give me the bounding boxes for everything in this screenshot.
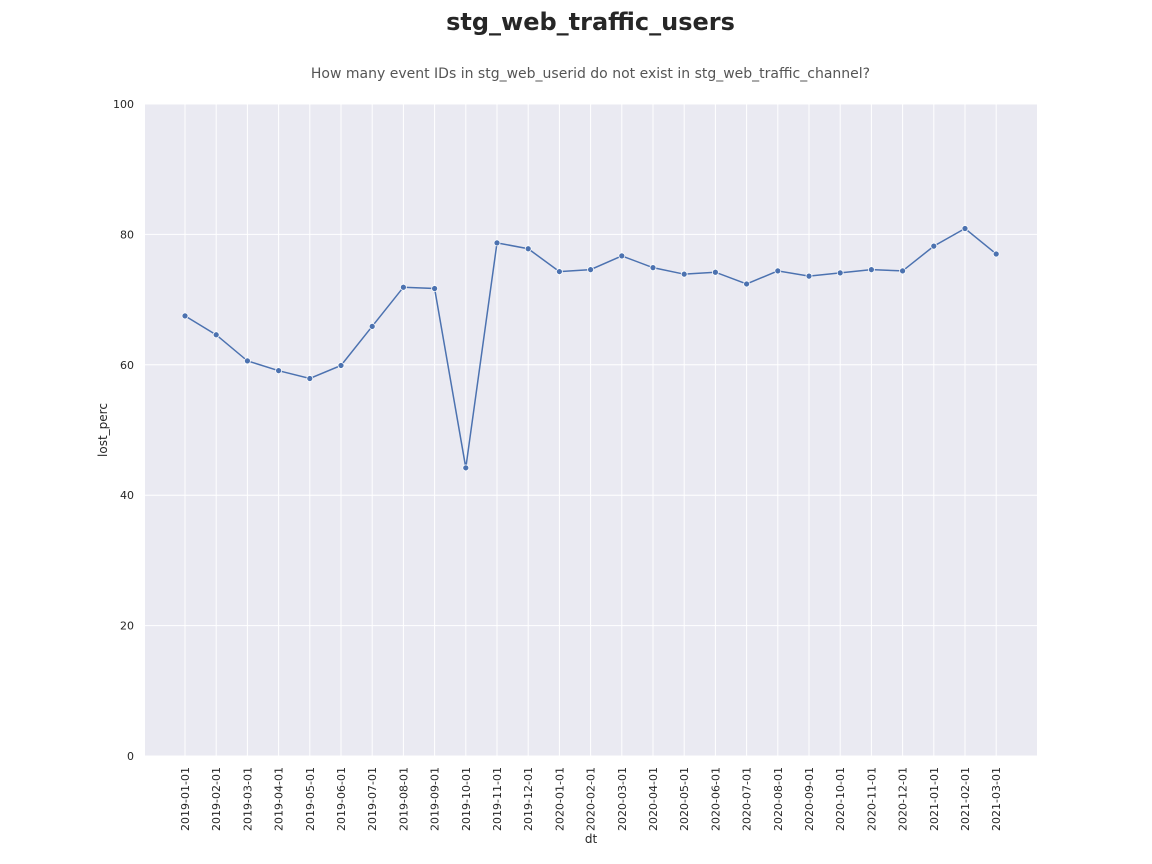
y-tick-label: 20 — [120, 620, 134, 633]
data-point — [743, 280, 750, 288]
data-point — [992, 250, 1000, 258]
data-point — [836, 269, 844, 277]
x-tick-label: 2019-12-01 — [522, 767, 535, 831]
data-point — [930, 242, 938, 250]
data-point — [181, 312, 189, 320]
chart-subtitle: How many event IDs in stg_web_userid do … — [310, 66, 871, 82]
x-tick-label: 2020-07-01 — [741, 767, 754, 831]
data-point — [306, 375, 314, 382]
x-axis-ticks: 2019-01-01 2019-02-01 2019-03-01 2019-04-01… — [179, 767, 1003, 831]
y-tick-label: 60 — [120, 359, 134, 372]
x-tick-label: 2021-02-01 — [959, 767, 972, 831]
x-tick-label: 2020-11-01 — [865, 767, 878, 831]
x-tick-label: 2019-04-01 — [273, 767, 286, 831]
x-tick-label: 2019-07-01 — [366, 767, 379, 831]
data-point — [400, 283, 407, 291]
x-axis-label: dt — [585, 832, 598, 846]
x-tick-label: 2019-01-01 — [179, 767, 192, 831]
x-tick-label: 2020-12-01 — [897, 767, 910, 831]
x-tick-label: 2019-09-01 — [429, 767, 442, 831]
data-point — [712, 268, 719, 276]
data-point — [587, 266, 594, 273]
x-tick-label: 2019-06-01 — [335, 767, 348, 831]
x-tick-label: 2019-03-01 — [241, 767, 254, 831]
x-tick-label: 2019-10-01 — [460, 767, 473, 831]
x-tick-label: 2020-06-01 — [709, 767, 722, 831]
x-tick-label: 2020-03-01 — [616, 767, 629, 831]
data-point — [618, 252, 626, 260]
x-tick-label: 2019-08-01 — [397, 767, 410, 831]
x-tick-label: 2019-11-01 — [491, 767, 504, 831]
y-tick-label: 40 — [120, 489, 134, 502]
data-point — [680, 270, 688, 278]
y-tick-label: 100 — [113, 98, 134, 111]
x-tick-label: 2019-05-01 — [304, 767, 317, 831]
data-point — [337, 362, 345, 369]
data-point — [899, 267, 906, 275]
data-point — [556, 268, 563, 275]
data-point — [805, 272, 813, 280]
data-point — [431, 285, 438, 292]
data-point — [493, 239, 501, 247]
x-tick-label: 2019-02-01 — [210, 767, 223, 831]
chart-title: stg_web_traffic_users — [446, 8, 735, 36]
x-tick-label: 2020-09-01 — [803, 767, 816, 831]
x-tick-label: 2020-04-01 — [647, 767, 660, 831]
y-tick-label: 0 — [127, 750, 134, 763]
data-point — [275, 367, 282, 375]
data-point — [212, 331, 220, 339]
x-tick-label: 2021-01-01 — [928, 767, 941, 831]
data-point — [462, 464, 470, 472]
x-tick-label: 2020-02-01 — [585, 767, 598, 831]
grid-lines — [145, 103, 1037, 757]
data-point — [774, 267, 782, 275]
x-tick-label: 2020-05-01 — [678, 767, 691, 831]
data-point — [868, 266, 875, 273]
data-point — [649, 264, 657, 272]
y-axis-ticks: 0 20 40 60 80 100 — [113, 98, 134, 763]
series-layer — [181, 225, 1000, 472]
y-axis-label: lost_perc — [96, 403, 110, 457]
x-tick-label: 2021-03-01 — [990, 767, 1003, 831]
x-tick-label: 2020-01-01 — [553, 767, 566, 831]
data-point — [524, 245, 532, 253]
x-tick-label: 2020-10-01 — [834, 767, 847, 831]
x-tick-label: 2020-08-01 — [772, 767, 785, 831]
y-tick-label: 80 — [120, 228, 134, 241]
data-point — [961, 225, 969, 232]
data-point — [244, 357, 251, 365]
data-point — [368, 322, 376, 330]
